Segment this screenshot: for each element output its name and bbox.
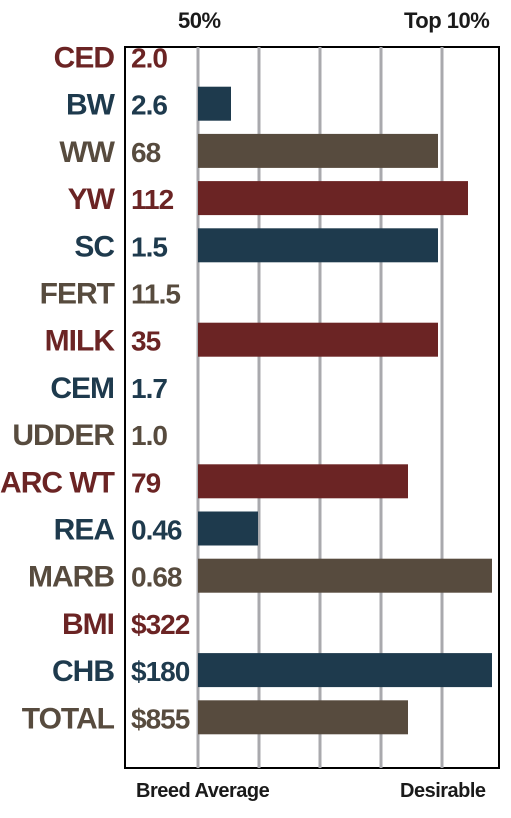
value-label: $322 xyxy=(131,609,190,640)
value-label: 2.0 xyxy=(131,43,167,74)
category-label: UDDER xyxy=(12,419,115,452)
category-label: FERT xyxy=(40,278,115,311)
header-top-10-percent: Top 10% xyxy=(404,8,490,33)
value-label: 2.6 xyxy=(131,90,167,121)
value-label: 1.5 xyxy=(131,231,167,262)
category-label: CED xyxy=(54,42,115,75)
category-label: MILK xyxy=(45,325,116,358)
value-label: 11.5 xyxy=(131,279,180,310)
bar xyxy=(198,181,468,216)
category-label: BMI xyxy=(62,608,114,641)
value-label: 112 xyxy=(131,184,174,215)
category-label: CHB xyxy=(52,655,114,688)
value-label: 1.0 xyxy=(131,420,167,451)
bar xyxy=(198,464,408,499)
category-label: CEM xyxy=(50,372,114,405)
value-label: 35 xyxy=(131,326,161,357)
bar xyxy=(198,558,492,593)
footer-breed-average: Breed Average xyxy=(136,780,270,802)
bar xyxy=(198,511,258,546)
category-label: CARC WT xyxy=(0,466,115,499)
bar xyxy=(198,700,408,735)
value-label: 79 xyxy=(131,467,161,498)
value-label: 0.68 xyxy=(131,562,182,593)
category-label: BW xyxy=(66,89,116,122)
value-label: 68 xyxy=(131,137,161,168)
bar xyxy=(198,653,492,688)
value-label: 0.46 xyxy=(131,515,182,546)
bar xyxy=(198,86,231,121)
value-label: $180 xyxy=(131,656,190,687)
header-50-percent: 50% xyxy=(178,8,221,33)
category-label: YW xyxy=(68,183,116,216)
category-label: TOTAL xyxy=(22,702,115,735)
category-label: MARB xyxy=(28,561,114,594)
footer-desirable: Desirable xyxy=(400,780,486,802)
value-label: $855 xyxy=(131,703,190,734)
category-label: WW xyxy=(59,136,115,169)
category-label: REA xyxy=(54,514,115,547)
category-label: SC xyxy=(74,230,114,263)
bar xyxy=(198,133,438,168)
bar xyxy=(198,322,438,357)
bar xyxy=(198,228,438,263)
value-label: 1.7 xyxy=(131,373,167,404)
